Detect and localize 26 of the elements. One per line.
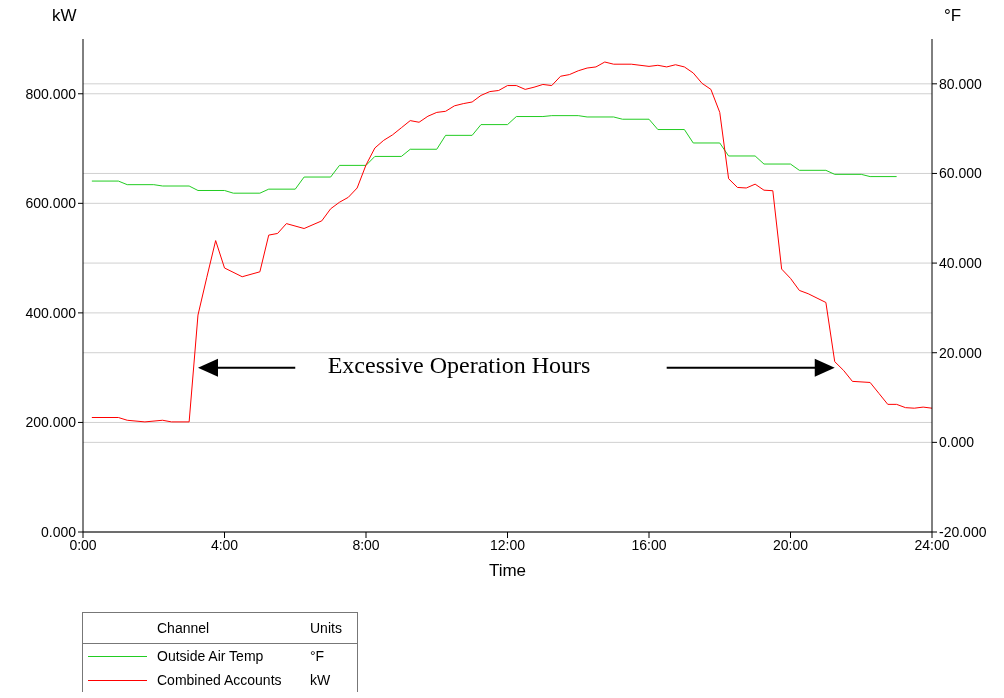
y-axis-title: kW (52, 6, 77, 26)
x-tick-label: 8:00 (352, 536, 380, 553)
line-series (91, 115, 898, 194)
y-tick-label: 600.000 (25, 195, 77, 212)
y2-axis-title: °F (944, 6, 962, 26)
legend-label: Combined Accounts (157, 672, 283, 688)
legend-label: Outside Air Temp (157, 648, 265, 664)
x-tick-label: 16:00 (631, 536, 667, 553)
y-tick-label: 400.000 (25, 304, 77, 321)
x-tick-label: 4:00 (210, 536, 239, 553)
text: Units (310, 620, 342, 636)
annotation: Excessive Operation Hours (326, 351, 592, 379)
line-series (91, 61, 932, 423)
y2-tick-label: 40.000 (939, 255, 983, 272)
x-tick-label: 12:00 (489, 536, 526, 553)
y-tick-label: 800.000 (25, 85, 77, 102)
legend-title: Channel (157, 620, 211, 636)
text: kW (310, 672, 331, 688)
y-tick-label: 200.000 (25, 414, 77, 431)
y2-tick-label: 0.000 (939, 434, 975, 451)
text: °F (310, 648, 325, 664)
y2-tick-label: 20.000 (939, 344, 983, 361)
x-tick-label: 20:00 (772, 536, 809, 553)
y2-tick-label: 80.000 (939, 75, 983, 92)
x-axis-title: Time (488, 561, 527, 581)
y2-tick-label: 60.000 (939, 165, 983, 182)
